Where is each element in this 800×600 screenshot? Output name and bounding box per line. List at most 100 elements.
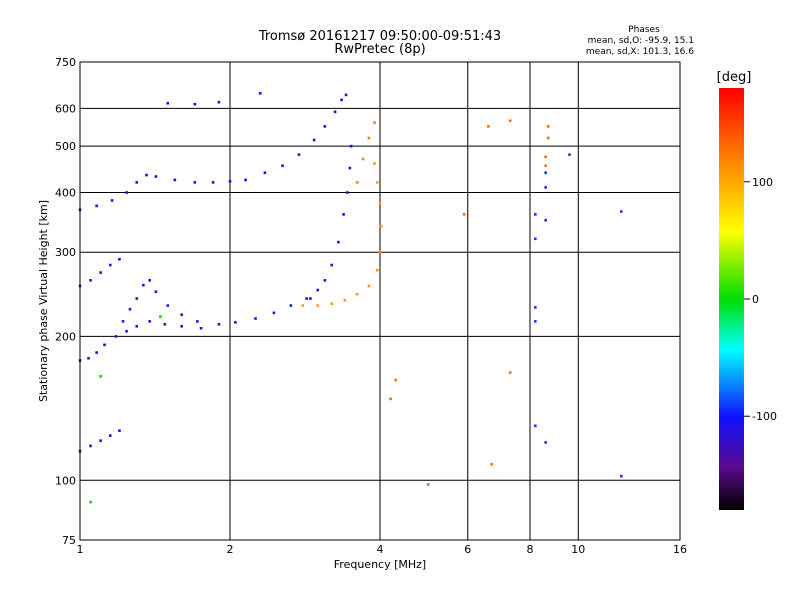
data-point <box>254 317 257 320</box>
y-tick-label: 100 <box>55 474 76 487</box>
data-point <box>462 213 466 216</box>
data-point <box>99 375 102 378</box>
chart-title: Tromsø 20161217 09:50:00-09:51:43 <box>258 29 501 44</box>
x-axis-label: Frequency [MHz] <box>334 558 426 571</box>
colorbar-tick-label: 0 <box>752 293 759 306</box>
data-point <box>490 463 493 466</box>
y-tick-label: 400 <box>55 186 76 199</box>
data-point <box>89 500 92 504</box>
data-point <box>316 304 320 307</box>
data-point <box>355 292 359 296</box>
data-point <box>154 175 158 178</box>
data-point <box>544 186 547 189</box>
data-point <box>217 322 221 326</box>
colorbar <box>719 88 744 510</box>
y-tick-label: 200 <box>55 330 76 343</box>
y-tick-label: 600 <box>55 102 76 115</box>
data-point <box>344 93 348 97</box>
data-point <box>87 356 90 360</box>
data-point <box>426 483 430 486</box>
data-point <box>103 343 106 347</box>
data-point <box>99 439 102 443</box>
data-point <box>373 162 376 165</box>
data-point <box>99 271 102 274</box>
data-point <box>620 210 623 213</box>
data-point <box>211 181 215 184</box>
data-point <box>379 224 383 228</box>
data-point <box>281 164 284 168</box>
data-point <box>301 304 305 307</box>
data-point <box>378 201 382 205</box>
data-point <box>534 213 537 216</box>
data-point <box>534 424 537 428</box>
data-point <box>349 144 353 148</box>
data-point <box>309 297 312 300</box>
data-point <box>180 324 184 328</box>
data-point <box>355 181 359 184</box>
data-point <box>89 279 92 282</box>
data-point <box>128 307 132 311</box>
x-tick-label: 8 <box>527 543 534 556</box>
data-point <box>375 268 379 272</box>
x-tick-label: 1 <box>77 543 84 556</box>
y-tick-labels: 75 100 200 300 400 500 600 750 <box>55 56 76 547</box>
data-point <box>159 315 162 318</box>
data-point <box>125 329 128 333</box>
data-point <box>544 441 547 444</box>
y-tick-label: 750 <box>55 56 76 69</box>
y-tick-label: 500 <box>55 140 76 153</box>
data-point <box>373 121 376 124</box>
x-tick-label: 4 <box>377 543 384 556</box>
data-point <box>244 178 247 182</box>
x-tick-label: 16 <box>673 543 687 556</box>
data-point <box>323 279 327 282</box>
data-point <box>108 263 112 267</box>
data-point <box>114 335 118 338</box>
x-tick-label: 2 <box>227 543 234 556</box>
data-point <box>508 119 512 123</box>
data-point <box>135 181 139 184</box>
data-point <box>340 98 343 102</box>
grid-lines <box>80 62 680 540</box>
colorbar-tick-label: -100 <box>752 410 777 423</box>
data-point <box>508 371 512 374</box>
y-axis-label: Stationary phase Virtual Height [km] <box>37 200 50 402</box>
y-tick-label: 75 <box>62 534 76 547</box>
data-point <box>272 311 276 315</box>
data-point <box>343 298 347 302</box>
data-point <box>234 321 237 324</box>
data-point <box>367 136 371 140</box>
data-point <box>258 92 262 95</box>
data-point <box>263 171 267 175</box>
x-tick-labels: 1 2 4 6 8 10 16 <box>77 543 688 556</box>
data-point <box>166 101 170 105</box>
data-point <box>118 257 121 261</box>
data-point <box>333 110 337 114</box>
data-point <box>180 313 184 317</box>
data-point <box>544 171 547 175</box>
data-point <box>118 429 121 432</box>
data-point <box>316 288 320 292</box>
data-point <box>544 155 547 159</box>
colorbar-tick-label: 100 <box>752 176 773 189</box>
data-point <box>289 304 293 307</box>
data-point <box>125 191 128 194</box>
phase-stats-x: mean, sd,X: 101.3, 16.6 <box>586 47 694 57</box>
data-point <box>135 324 139 328</box>
data-point <box>389 397 392 401</box>
data-point <box>375 181 379 184</box>
phase-stats-o: mean, sd,O: -95.9, 15.1 <box>588 36 694 46</box>
data-point <box>546 125 550 128</box>
data-point <box>346 191 349 194</box>
data-point <box>378 250 382 254</box>
data-point <box>544 164 547 168</box>
data-point <box>108 434 112 437</box>
data-point <box>196 320 199 323</box>
data-point <box>394 378 397 382</box>
data-point <box>166 304 170 307</box>
y-tick-label: 300 <box>55 246 76 259</box>
data-point <box>330 302 334 306</box>
colorbar-ticks: 100 0 -100 <box>744 176 777 423</box>
data-point <box>361 157 365 161</box>
